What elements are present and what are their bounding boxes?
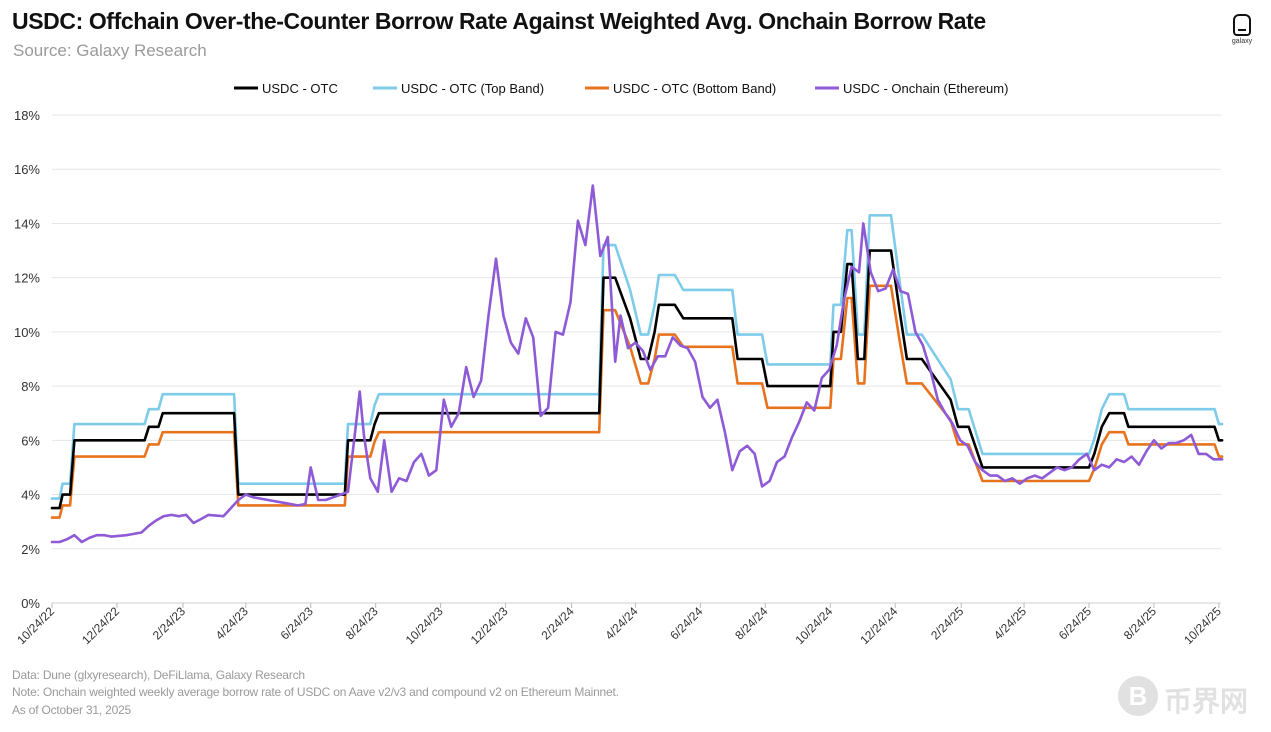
x-tick-label: 4/24/24 xyxy=(602,604,640,642)
series-line-usdc-onchain-ethereum xyxy=(50,184,1224,544)
y-tick-label: 18% xyxy=(14,108,40,123)
chart-legend: USDC - OTC USDC - OTC (Top Band) USDC - OT… xyxy=(234,81,1008,96)
x-tick-label: 2/24/23 xyxy=(150,604,188,642)
y-tick-label: 0% xyxy=(21,596,40,611)
x-tick-label: 10/24/24 xyxy=(792,604,835,647)
x-tick-label: 10/24/23 xyxy=(403,604,446,647)
x-tick-label: 8/24/25 xyxy=(1121,604,1159,642)
galaxy-logo-icon xyxy=(1233,14,1251,36)
legend-label: USDC - Onchain (Ethereum) xyxy=(843,81,1008,96)
y-tick-label: 12% xyxy=(14,271,40,286)
y-tick-label: 14% xyxy=(14,216,40,231)
x-tick-label: 2/24/25 xyxy=(928,604,966,642)
y-axis-ticks: 0% 2% 4% 6% 8% 10% 12% 14% 16% 18% xyxy=(14,108,40,611)
y-tick-label: 4% xyxy=(21,488,40,503)
chart-series xyxy=(50,184,1224,544)
watermark-text: 币界网 xyxy=(1164,686,1249,717)
series-line-usdc-otc xyxy=(50,249,1224,510)
x-tick-label: 4/24/25 xyxy=(991,604,1029,642)
legend-label: USDC - OTC (Bottom Band) xyxy=(613,81,776,96)
y-tick-label: 8% xyxy=(21,379,40,394)
galaxy-logo-text: galaxy xyxy=(1231,38,1253,45)
chart-title: USDC: Offchain Over-the-Counter Borrow R… xyxy=(12,8,986,34)
legend-label: USDC - OTC xyxy=(262,81,338,96)
y-tick-label: 16% xyxy=(14,162,40,177)
watermark-logo-icon: B xyxy=(1118,676,1158,716)
x-tick-label: 10/24/25 xyxy=(1181,604,1224,647)
chart-subtitle: Source: Galaxy Research xyxy=(13,41,207,60)
x-axis-ticks: 10/24/22 12/24/22 2/24/23 4/24/23 6/24/23 8/2… xyxy=(14,603,1224,647)
x-tick-label: 12/24/23 xyxy=(468,604,511,647)
x-tick-label: 2/24/24 xyxy=(538,604,576,642)
x-tick-label: 6/24/24 xyxy=(667,604,705,642)
x-tick-label: 8/24/24 xyxy=(732,604,770,642)
x-tick-label: 12/24/24 xyxy=(857,604,900,647)
x-tick-label: 8/24/23 xyxy=(343,604,381,642)
x-tick-label: 12/24/22 xyxy=(79,604,122,647)
legend-label: USDC - OTC (Top Band) xyxy=(401,81,544,96)
footer-as-of-date: As of October 31, 2025 xyxy=(12,703,132,717)
galaxy-logo: galaxy xyxy=(1226,14,1258,45)
y-tick-label: 10% xyxy=(14,325,40,340)
series-line-usdc-otc-top-band xyxy=(50,214,1224,500)
x-tick-label: 6/24/25 xyxy=(1056,604,1094,642)
x-tick-label: 4/24/23 xyxy=(213,604,251,642)
footer-data-source: Data: Dune (glxyresearch), DeFiLlama, Ga… xyxy=(12,668,305,682)
watermark: B 币界网 xyxy=(1112,672,1262,720)
footer-note: Note: Onchain weighted weekly average bo… xyxy=(12,685,619,699)
chart-grid xyxy=(52,114,1221,604)
y-tick-label: 6% xyxy=(21,433,40,448)
y-tick-label: 2% xyxy=(21,542,40,557)
x-tick-label: 6/24/23 xyxy=(278,604,316,642)
